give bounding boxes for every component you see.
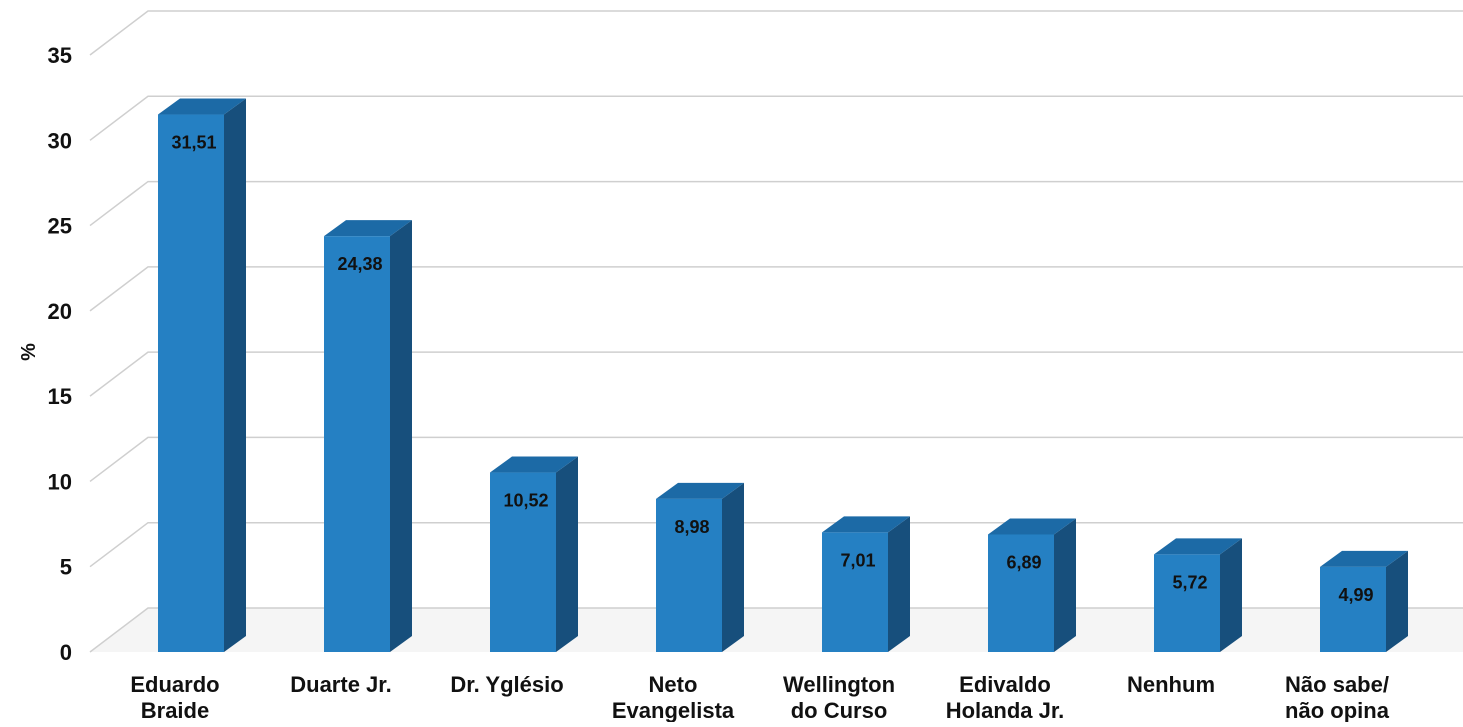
bar-top	[324, 220, 412, 237]
x-tick-label: Eduardo Braide	[130, 672, 219, 722]
bar	[656, 498, 722, 652]
x-tick-label-line: Eduardo	[130, 672, 219, 697]
x-tick-label: Neto Evangelista	[612, 672, 735, 722]
x-tick-label-line: Nenhum	[1127, 672, 1215, 697]
bar-top	[656, 482, 744, 499]
bar-group: 6,89	[988, 518, 1076, 652]
x-tick-label: Duarte Jr.	[290, 672, 392, 697]
bar	[324, 236, 390, 652]
bar-side	[224, 98, 246, 653]
bar-group: 31,51	[158, 98, 246, 653]
x-tick-label: Edivaldo Holanda Jr.	[946, 672, 1065, 722]
y-tick-label: 0	[60, 640, 72, 665]
x-tick-label-line: do Curso	[791, 698, 888, 722]
y-tick-label: 35	[48, 43, 72, 68]
bar-side	[1054, 518, 1076, 652]
data-label: 8,98	[674, 517, 709, 537]
x-tick-label-line: Não sabe/	[1285, 672, 1389, 697]
y-tick-label: 20	[48, 299, 72, 324]
bar-top	[822, 516, 910, 533]
bar-group: 5,72	[1154, 538, 1242, 652]
y-tick-label: 10	[48, 469, 72, 494]
bar-side	[390, 220, 412, 652]
y-tick-label: 30	[48, 128, 72, 153]
gridline	[89, 266, 1463, 312]
data-label: 31,51	[171, 133, 216, 153]
data-label: 5,72	[1172, 572, 1207, 592]
x-tick-label-line: Duarte Jr.	[290, 672, 392, 697]
gridline	[89, 436, 1463, 483]
x-tick-label-line: Wellington	[783, 672, 895, 697]
bar-group: 8,98	[656, 482, 744, 652]
x-tick-label: Nenhum	[1127, 672, 1215, 697]
x-tick-label: Wellington do Curso	[783, 672, 895, 722]
bar-top	[490, 456, 578, 473]
bar-group: 7,01	[822, 516, 910, 652]
x-tick-label-line: Braide	[141, 698, 209, 722]
data-label: 6,89	[1006, 552, 1041, 572]
x-tick-label: Não sabe/não opina	[1285, 672, 1390, 722]
bar-side	[1220, 538, 1242, 652]
data-label: 24,38	[337, 254, 382, 274]
y-tick-label: 5	[60, 555, 72, 580]
x-tick-label: Dr. Yglésio	[450, 672, 563, 697]
y-tick-label: 25	[48, 214, 72, 239]
data-label: 10,52	[503, 491, 548, 511]
gridline	[89, 95, 1463, 141]
chart-floor	[90, 608, 1463, 652]
bar	[490, 472, 556, 652]
bar	[988, 534, 1054, 652]
x-tick-label-line: não opina	[1285, 698, 1390, 722]
x-tick-label-line: Neto	[649, 672, 698, 697]
x-tick-label-line: Edivaldo	[959, 672, 1051, 697]
gridline	[89, 521, 1463, 568]
gridline	[89, 180, 1463, 227]
x-tick-label-line: Holanda Jr.	[946, 698, 1065, 722]
x-tick-label-line: Dr. Yglésio	[450, 672, 563, 697]
bar	[158, 114, 224, 653]
bar-group: 10,52	[490, 456, 578, 652]
bar-top	[988, 518, 1076, 535]
y-tick-label: 15	[48, 384, 72, 409]
bar-top	[1154, 538, 1242, 555]
data-label: 7,01	[840, 550, 875, 570]
bar-side	[1386, 550, 1408, 652]
gridline	[89, 10, 1463, 56]
bar-top	[158, 98, 246, 115]
bar-side	[556, 456, 578, 652]
bar	[822, 532, 888, 652]
bar-side	[722, 482, 744, 652]
data-label: 4,99	[1338, 585, 1373, 605]
bar-group: 4,99	[1320, 550, 1408, 652]
x-tick-label-line: Evangelista	[612, 698, 735, 722]
bar	[1154, 554, 1220, 652]
bar-group: 24,38	[324, 220, 412, 652]
bar-top	[1320, 550, 1408, 567]
y-axis-title: %	[18, 343, 40, 361]
bar-side	[888, 516, 910, 652]
bar	[1320, 566, 1386, 652]
gridline	[89, 351, 1463, 397]
